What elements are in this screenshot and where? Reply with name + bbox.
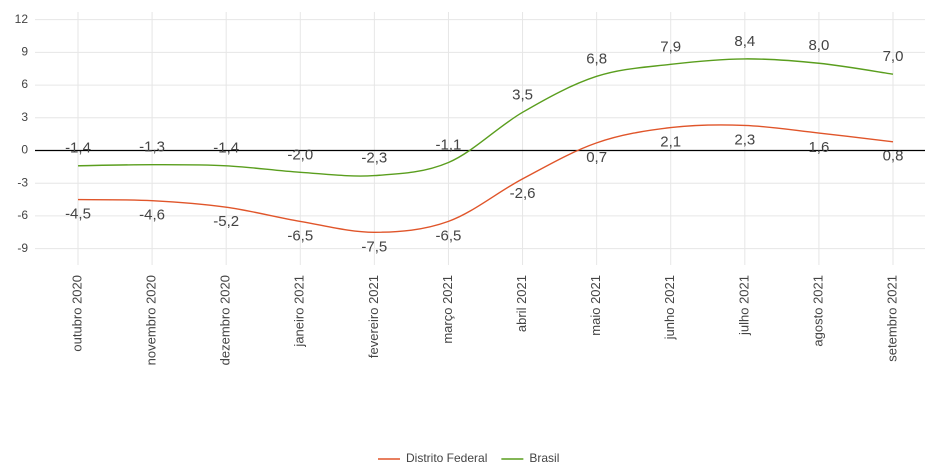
series-line — [77, 124, 894, 233]
x-tick-label: agosto 2021 — [810, 275, 825, 347]
y-tick-label: 6 — [21, 77, 28, 91]
y-tick-label: -9 — [17, 241, 28, 255]
data-label: 2,3 — [734, 131, 755, 148]
y-tick-label: -3 — [17, 175, 28, 189]
data-label: -7,5 — [361, 238, 387, 255]
data-label: 7,9 — [660, 38, 681, 55]
x-tick-label: abril 2021 — [514, 275, 529, 332]
x-tick-label: novembro 2020 — [144, 275, 159, 365]
x-tick-label: fevereiro 2021 — [366, 275, 381, 358]
data-label: -1,4 — [65, 140, 91, 157]
data-label: -2,3 — [361, 150, 387, 167]
x-tick-label: dezembro 2020 — [218, 275, 233, 365]
data-label: -1,3 — [139, 139, 165, 156]
data-label: 3,5 — [512, 86, 533, 103]
y-tick-label: 9 — [21, 45, 28, 59]
data-label: -4,5 — [65, 206, 91, 223]
x-tick-label: março 2021 — [440, 275, 455, 344]
series-line — [77, 58, 894, 177]
data-label: -2,0 — [287, 146, 313, 163]
data-label: 0,7 — [586, 149, 607, 166]
data-label: 1,6 — [808, 139, 829, 156]
data-label: -4,6 — [139, 207, 165, 224]
legend: Distrito Federal Brasil — [378, 451, 559, 465]
x-tick-label: maio 2021 — [588, 275, 603, 336]
data-label: 8,4 — [734, 33, 755, 50]
data-label: -6,5 — [436, 227, 462, 244]
data-label: -5,2 — [213, 213, 239, 230]
data-label: 0,8 — [883, 148, 904, 165]
y-tick-label: 12 — [15, 12, 29, 26]
y-tick-label: 0 — [21, 143, 28, 157]
y-tick-label: 3 — [21, 110, 28, 124]
data-label: 6,8 — [586, 50, 607, 67]
data-label: -6,5 — [287, 227, 313, 244]
data-label: 2,1 — [660, 134, 681, 151]
y-tick-label: -6 — [17, 208, 28, 222]
x-tick-label: julho 2021 — [736, 275, 751, 336]
data-label: -2,6 — [510, 185, 536, 202]
data-label: -1,1 — [436, 136, 462, 153]
x-tick-label: setembro 2021 — [884, 275, 899, 362]
data-label: -1,4 — [213, 140, 239, 157]
x-tick-label: outubro 2020 — [69, 275, 84, 352]
x-tick-label: junho 2021 — [662, 275, 677, 340]
legend-label: Distrito Federal — [406, 451, 487, 465]
legend-label: Brasil — [529, 451, 559, 465]
data-label: 8,0 — [808, 37, 829, 54]
x-tick-label: janeiro 2021 — [292, 275, 307, 348]
data-label: 7,0 — [883, 48, 904, 65]
